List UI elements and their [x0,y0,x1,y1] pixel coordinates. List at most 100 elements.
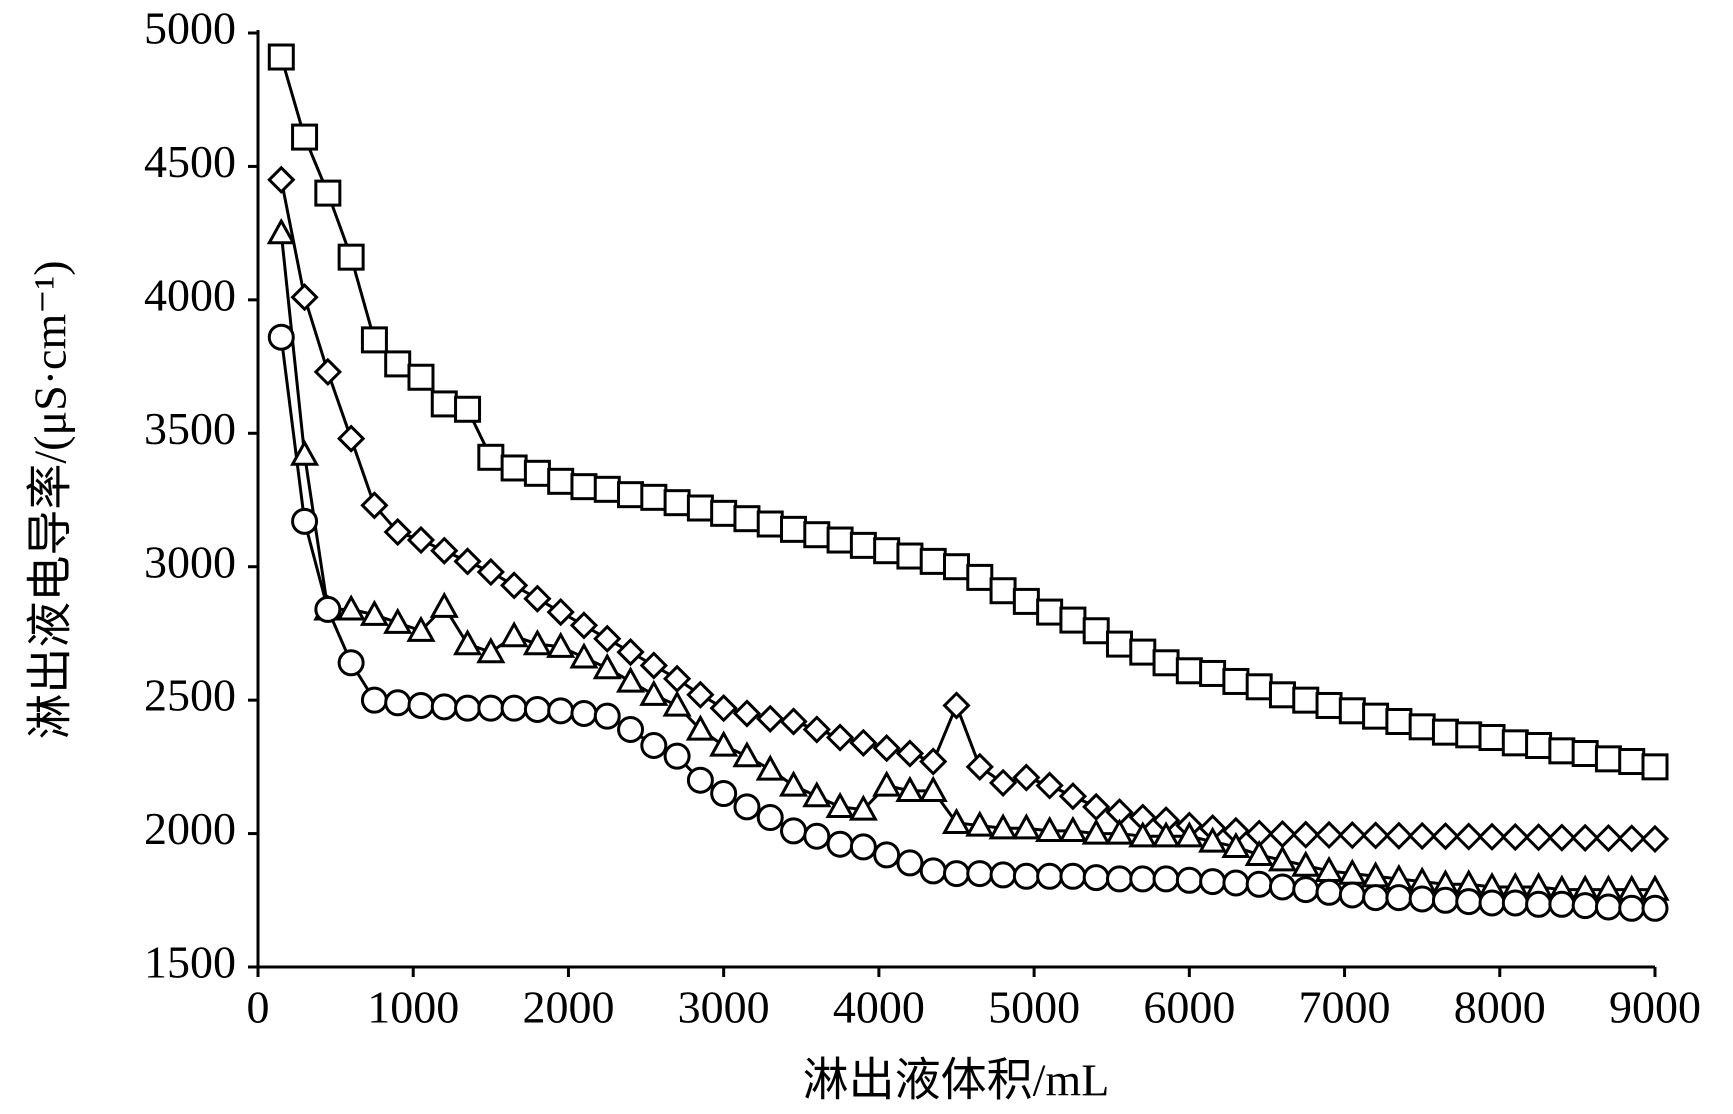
marker [849,728,878,757]
marker [1291,850,1321,877]
marker [686,766,714,794]
marker [709,694,738,723]
marker [477,694,505,722]
marker [1338,821,1367,850]
marker [1105,630,1133,658]
marker [406,615,436,642]
marker [615,666,646,693]
marker [1199,868,1227,896]
y-tick-label: 2000 [144,803,236,854]
marker [1315,878,1343,906]
marker [1525,732,1553,760]
marker [291,123,319,151]
marker [616,637,645,667]
marker [1594,893,1622,921]
marker [756,510,784,538]
marker [640,483,668,511]
marker [988,768,1018,797]
marker [359,599,389,626]
marker [454,395,482,423]
x-tick-label: 4000 [833,982,925,1033]
marker [1082,792,1111,822]
marker [1058,815,1088,843]
y-tick-label: 2500 [144,670,236,721]
marker [1618,748,1646,776]
y-tick-label: 4000 [144,269,236,320]
marker [407,363,435,391]
marker [1105,865,1133,893]
marker [1035,815,1065,843]
marker [709,730,739,757]
marker [780,515,808,543]
marker [1408,713,1436,741]
marker [1267,845,1298,872]
marker [337,424,366,453]
marker [966,860,994,888]
marker [500,454,528,482]
marker [593,624,622,653]
marker [453,629,483,656]
marker [1478,724,1506,752]
marker [1151,821,1181,848]
marker [266,218,296,245]
marker [617,481,645,509]
y-tick-label: 5000 [144,3,236,54]
marker [825,791,855,818]
marker [1011,813,1041,840]
marker [779,707,808,736]
marker [360,686,388,714]
marker [943,553,970,581]
marker [453,547,482,576]
marker [546,597,575,627]
marker [592,653,622,680]
marker [337,243,365,271]
marker [1477,822,1507,851]
marker [686,494,714,522]
marker [267,165,296,194]
marker [430,390,458,418]
marker [896,542,924,570]
marker [593,475,621,503]
marker [1641,753,1669,781]
marker [1501,729,1529,757]
marker [989,861,1017,889]
marker [1501,889,1529,917]
marker [1314,820,1344,850]
marker [849,833,877,861]
marker [569,642,599,669]
marker [1385,884,1413,912]
marker [1362,702,1390,730]
marker [1129,638,1157,666]
x-tick-label: 9000 [1609,982,1701,1033]
marker [919,857,947,885]
marker [1454,822,1483,851]
marker [523,584,552,613]
marker [826,830,854,858]
marker [499,571,529,600]
marker [639,651,668,680]
marker [1035,771,1064,800]
marker [1408,821,1437,851]
marker [1431,822,1460,851]
x-tick-label: 1000 [367,982,459,1033]
marker [500,694,528,722]
marker [685,714,715,741]
marker [383,517,412,547]
marker [710,780,738,808]
marker [1012,587,1040,615]
marker [872,734,901,763]
marker [802,715,831,744]
marker [1152,865,1180,893]
marker [569,611,599,640]
marker [825,723,855,752]
marker [1174,821,1204,848]
marker [780,817,808,845]
marker [895,775,925,802]
marker [1384,821,1414,850]
marker [1640,824,1670,854]
marker [1431,886,1459,914]
marker [1058,782,1088,811]
marker [803,521,831,549]
marker [943,860,970,888]
